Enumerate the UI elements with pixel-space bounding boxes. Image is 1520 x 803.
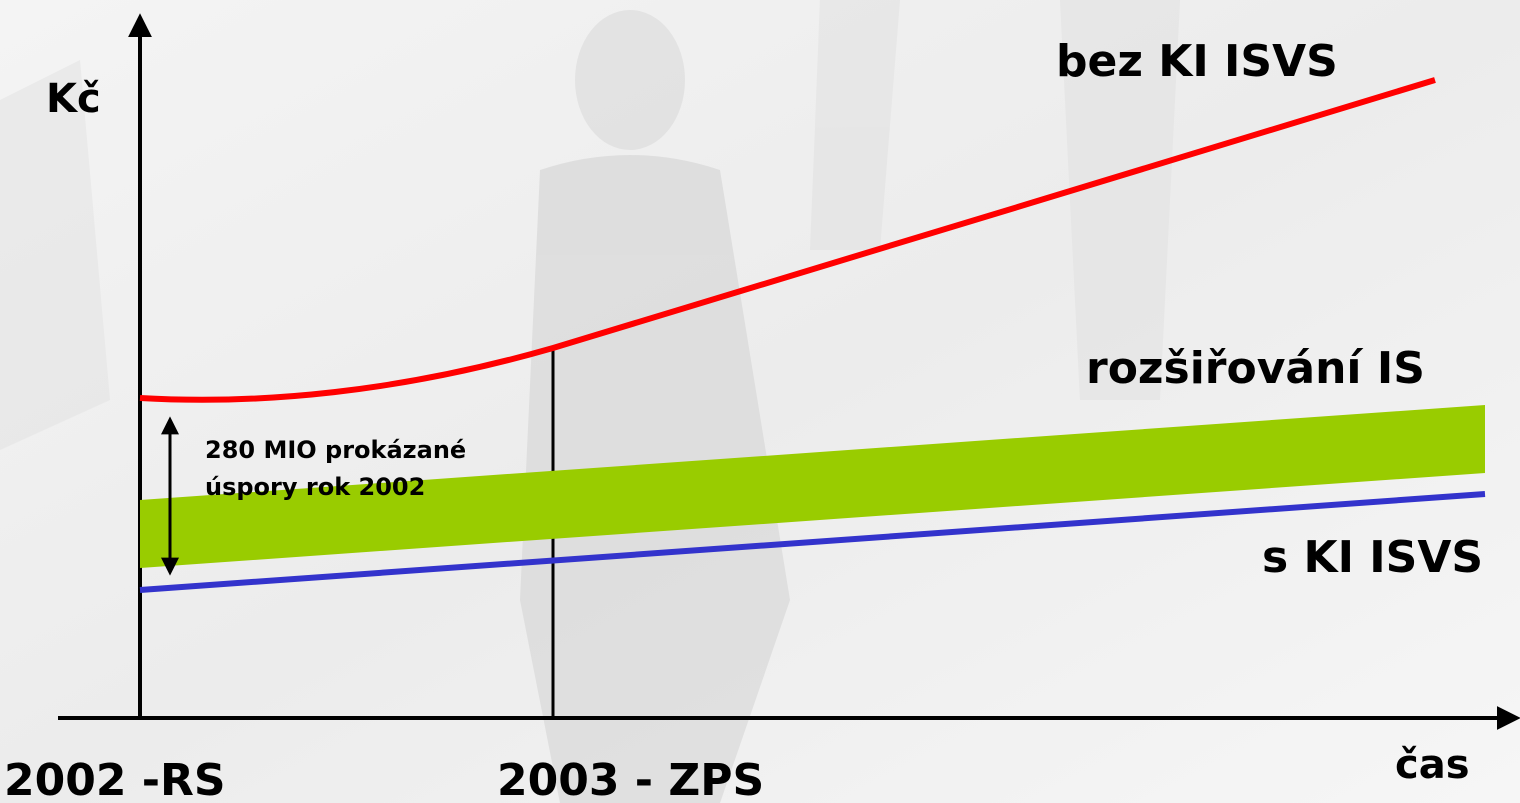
- line-label: s KI ISVS: [1262, 532, 1483, 583]
- x-axis-label: čas: [1395, 742, 1470, 788]
- milestone-label: 2002 -RS: [4, 755, 226, 803]
- y-axis-label: Kč: [46, 76, 101, 122]
- line-label: bez KI ISVS: [1056, 36, 1338, 87]
- annotation: úspory rok 2002: [205, 473, 425, 501]
- diagram: Kč čas bez KI ISVS rozšiřování IS s KI I…: [0, 0, 1520, 803]
- annotation: 280 MIO prokázané: [205, 436, 466, 464]
- line-label: rozšiřování IS: [1086, 343, 1425, 394]
- milestone-label: 2003 - ZPS: [497, 755, 764, 803]
- page: {"y_axis_label": "Kč", "x_axis_label": "…: [0, 0, 1520, 803]
